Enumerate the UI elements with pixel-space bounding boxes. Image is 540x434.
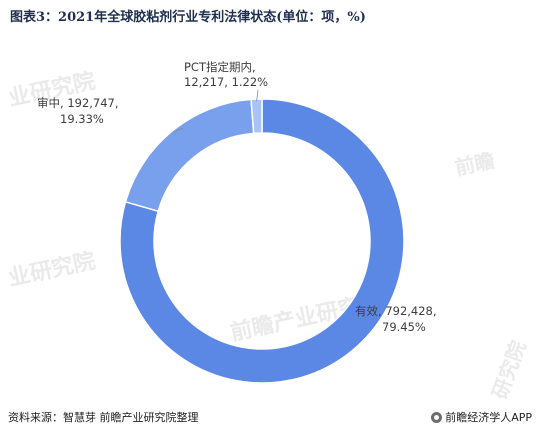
footer: 资料来源：智慧芽 前瞻产业研究院整理 前瞻经济学人APP bbox=[8, 409, 532, 425]
brand-text: 前瞻经济学人APP bbox=[445, 411, 532, 424]
label-pct: PCT指定期内, 12,217, 1.22% bbox=[184, 60, 268, 89]
slice-valid bbox=[119, 98, 405, 384]
chart-title: 图表3：2021年全球胶粘剂行业专利法律状态(单位：项，%) bbox=[10, 10, 366, 25]
slice-label-pending-name: 审中, 192,747, bbox=[37, 96, 119, 110]
leader-line-pct bbox=[256, 89, 259, 102]
leader-line-pending bbox=[173, 127, 184, 133]
slice-label-valid-pct: 79.45% bbox=[382, 320, 426, 334]
label-pending: 审中, 192,747, 19.33% bbox=[37, 96, 119, 126]
watermark: 前瞻 bbox=[453, 148, 497, 180]
source-text: 资料来源：智慧芽 前瞻产业研究院整理 bbox=[8, 411, 199, 424]
label-valid: 有效, 792,428, 79.45% bbox=[355, 304, 437, 334]
slice-label-pct-name: PCT指定期内, bbox=[184, 60, 256, 74]
watermark: 业研究院 bbox=[6, 248, 97, 292]
slice-label-pct-values: 12,217, 1.22% bbox=[184, 75, 268, 89]
slice-pct bbox=[250, 98, 263, 135]
slice-label-pending-pct: 19.33% bbox=[60, 112, 104, 126]
slice-label-valid-name: 有效, 792,428, bbox=[355, 304, 437, 318]
leader-lines bbox=[173, 89, 259, 133]
slice-pending bbox=[124, 98, 255, 213]
donut-slices bbox=[119, 98, 405, 384]
qianzhan-logo-icon bbox=[431, 411, 443, 423]
brand: 前瞻经济学人APP bbox=[431, 409, 532, 425]
watermark: 研究院 bbox=[487, 337, 530, 402]
